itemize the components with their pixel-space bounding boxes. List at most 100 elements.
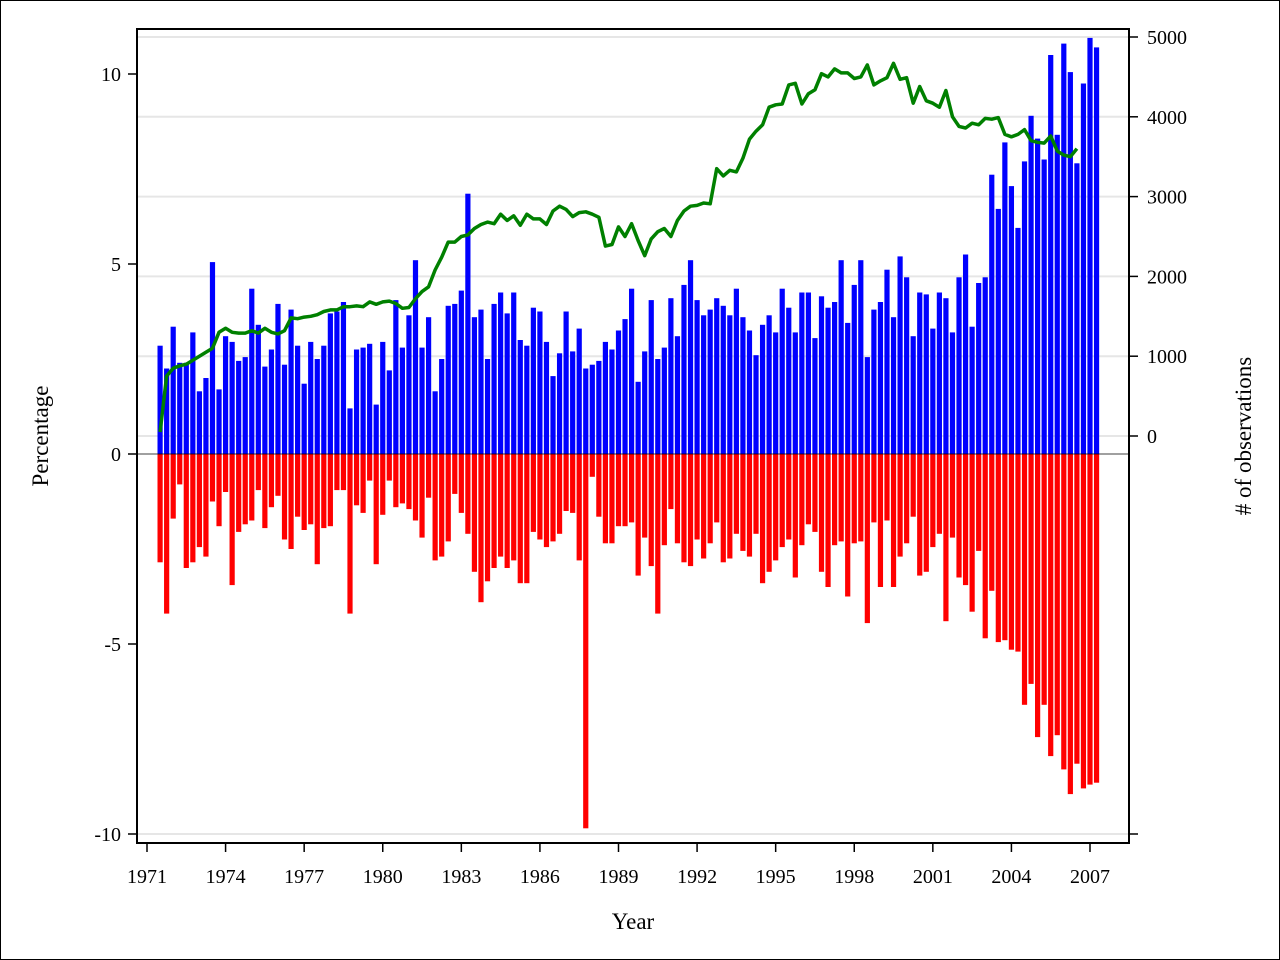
positive-bar: [406, 315, 412, 454]
positive-bar: [530, 307, 536, 454]
positive-bar: [425, 317, 432, 454]
positive-bar: [707, 309, 713, 454]
negative-bar: [380, 454, 386, 515]
negative-bar: [943, 454, 949, 622]
positive-bar: [236, 360, 242, 454]
negative-bar: [556, 454, 563, 534]
negative-bar: [478, 454, 484, 603]
negative-bar: [524, 454, 530, 584]
y-tick-label: -5: [104, 634, 121, 656]
negative-bar: [242, 454, 248, 525]
negative-bar: [1074, 454, 1080, 764]
positive-bar: [190, 332, 196, 454]
y2-tick-label: 2000: [1147, 266, 1187, 288]
positive-bar: [484, 359, 491, 454]
negative-bar: [406, 454, 412, 510]
positive-bar: [655, 359, 661, 454]
positive-bar: [157, 345, 163, 454]
negative-bar: [327, 454, 333, 527]
positive-bar: [694, 300, 700, 454]
negative-bar: [635, 454, 641, 576]
positive-bar: [622, 319, 628, 454]
y2-tick-label: 3000: [1147, 187, 1187, 209]
positive-bar: [399, 347, 405, 454]
negative-bar: [543, 454, 550, 548]
negative-bar: [157, 454, 163, 563]
negative-bar: [707, 454, 713, 544]
x-tick-label: 1998: [834, 866, 874, 888]
negative-bar: [209, 454, 216, 502]
negative-bar: [262, 454, 268, 529]
positive-bar: [412, 260, 419, 454]
negative-bar: [570, 454, 576, 513]
negative-bar: [1067, 454, 1073, 795]
negative-bar: [255, 454, 261, 491]
positive-bar: [288, 309, 294, 454]
y2-axis-label: # of observations: [1231, 357, 1256, 515]
x-tick-label: 2001: [913, 866, 953, 888]
x-tick-label: 1983: [441, 866, 481, 888]
positive-bar: [681, 284, 687, 454]
negative-bar: [334, 454, 340, 491]
negative-bar: [930, 454, 936, 548]
x-axis-label: Year: [612, 909, 655, 934]
negative-bar: [818, 454, 825, 572]
negative-bar: [308, 454, 314, 525]
negative-bar: [668, 454, 674, 510]
negative-bar: [465, 454, 471, 534]
negative-bar: [419, 454, 425, 538]
positive-bar: [537, 311, 543, 454]
positive-bar: [635, 381, 641, 454]
positive-bar: [642, 351, 648, 454]
positive-bar: [812, 338, 818, 454]
positive-bar: [1035, 138, 1041, 454]
positive-bar: [249, 288, 255, 454]
positive-bar: [295, 345, 301, 454]
positive-bar: [943, 298, 949, 454]
negative-bar: [897, 454, 903, 557]
y-axis-left: -10 -5 0 5 10: [94, 64, 1138, 846]
negative-bar: [1008, 454, 1015, 650]
negative-bar: [661, 454, 667, 546]
positive-bar: [759, 324, 766, 454]
negative-bar: [805, 454, 812, 525]
negative-bar: [458, 454, 464, 513]
positive-bar: [556, 353, 563, 454]
positive-bar: [563, 311, 569, 454]
positive-bar: [177, 362, 183, 454]
positive-bar: [570, 351, 576, 454]
positive-bar: [851, 284, 857, 454]
negative-bar: [399, 454, 405, 504]
positive-bar: [268, 349, 275, 454]
negative-bar: [216, 454, 222, 527]
positive-bar: [714, 298, 720, 454]
negative-bar: [832, 454, 838, 546]
negative-bar: [295, 454, 301, 517]
y-tick-label: 10: [101, 64, 121, 86]
negative-bar: [628, 454, 635, 523]
negative-bar: [530, 454, 536, 532]
negative-bar: [504, 454, 510, 568]
negative-bar: [681, 454, 687, 563]
positive-bar: [766, 315, 772, 454]
negative-bar: [537, 454, 543, 540]
negative-bar: [766, 454, 772, 572]
positive-bar: [321, 345, 327, 454]
negative-bar: [851, 454, 857, 544]
positive-bar: [229, 341, 235, 454]
positive-bar: [799, 292, 805, 454]
positive-bar: [845, 322, 851, 454]
negative-bar: [425, 454, 432, 498]
positive-bar: [805, 292, 812, 454]
negative-bar: [360, 454, 366, 513]
positive-bar: [504, 313, 510, 454]
positive-bar: [327, 313, 333, 454]
negative-bar: [890, 454, 897, 587]
negative-bar: [314, 454, 320, 565]
negative-bar: [583, 454, 589, 829]
negative-bar: [753, 454, 759, 534]
negative-bar: [733, 454, 739, 534]
positive-bar: [242, 357, 248, 454]
negative-bar: [904, 454, 910, 544]
